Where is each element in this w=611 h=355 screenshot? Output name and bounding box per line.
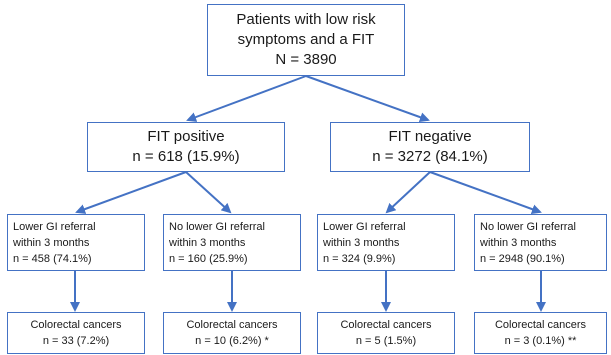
fit-negative-referral-box: Lower GI referral within 3 months n = 32… xyxy=(317,214,455,271)
outcome-box-4: Colorectal cancers n = 3 (0.1%) ** xyxy=(474,312,607,354)
outcome-count: n = 10 (6.2%) * xyxy=(195,335,269,347)
no-referral-line-2: within 3 months xyxy=(169,236,246,249)
outcome-count: n = 5 (1.5%) xyxy=(355,335,417,347)
no-referral-count: n = 2948 (90.1%) xyxy=(480,252,565,265)
fit-positive-count: n = 618 (15.9%) xyxy=(132,148,240,165)
referral-line-2: within 3 months xyxy=(13,236,90,249)
referral-count: n = 458 (74.1%) xyxy=(13,252,92,265)
no-referral-line-1: No lower GI referral xyxy=(169,220,265,233)
arrow-fit-negative-to-referral xyxy=(385,171,431,214)
outcome-title: Colorectal cancers xyxy=(186,319,278,331)
outcome-count: n = 33 (7.2%) xyxy=(42,335,110,347)
fit-positive-title: FIT positive xyxy=(147,128,225,145)
fit-positive-referral-box: Lower GI referral within 3 months n = 45… xyxy=(7,214,145,271)
fit-negative-no-referral-box: No lower GI referral within 3 months n =… xyxy=(474,214,607,271)
outcome-title: Colorectal cancers xyxy=(30,319,122,331)
referral-line-1: Lower GI referral xyxy=(13,220,96,233)
no-referral-line-2: within 3 months xyxy=(480,236,557,249)
root-line-1: Patients with low risk xyxy=(236,11,376,28)
outcome-count: n = 3 (0.1%) ** xyxy=(504,335,577,347)
root-line-2: symptoms and a FIT xyxy=(237,31,375,48)
fit-positive-box: FIT positive n = 618 (15.9%) xyxy=(87,122,285,172)
arrow-fit-negative-to-no-referral xyxy=(429,171,542,214)
fit-positive-no-referral-box: No lower GI referral within 3 months n =… xyxy=(163,214,301,271)
outcome-box-2: Colorectal cancers n = 10 (6.2%) * xyxy=(163,312,301,354)
no-referral-count: n = 160 (25.9%) xyxy=(169,252,248,265)
referral-count: n = 324 (9.9%) xyxy=(323,252,396,265)
outcome-box-1: Colorectal cancers n = 33 (7.2%) xyxy=(7,312,145,354)
outcome-title: Colorectal cancers xyxy=(494,319,587,331)
referral-line-2: within 3 months xyxy=(323,236,400,249)
fit-negative-count: n = 3272 (84.1%) xyxy=(372,148,488,165)
fit-negative-box: FIT negative n = 3272 (84.1%) xyxy=(330,122,530,172)
root-box: Patients with low risk symptoms and a FI… xyxy=(207,4,405,76)
arrow-root-to-fit-negative xyxy=(305,75,430,122)
arrow-root-to-fit-positive xyxy=(186,75,307,122)
outcome-title: Colorectal cancers xyxy=(340,319,432,331)
arrow-fit-positive-to-no-referral xyxy=(185,171,232,214)
root-line-3: N = 3890 xyxy=(275,51,337,68)
arrow-fit-positive-to-referral xyxy=(75,171,187,214)
fit-negative-title: FIT negative xyxy=(388,128,472,145)
no-referral-line-1: No lower GI referral xyxy=(480,220,576,233)
referral-line-1: Lower GI referral xyxy=(323,220,406,233)
outcome-box-3: Colorectal cancers n = 5 (1.5%) xyxy=(317,312,455,354)
